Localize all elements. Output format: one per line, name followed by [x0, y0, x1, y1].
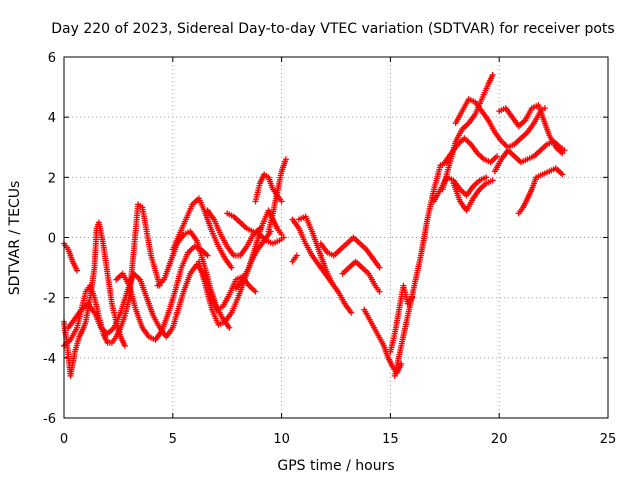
data-point [121, 342, 128, 349]
data-point [280, 234, 287, 241]
y-tick-label: -2 [43, 292, 56, 307]
x-tick-label: 10 [273, 432, 290, 447]
data-point [541, 105, 548, 112]
data-point [483, 174, 490, 181]
data-point [489, 72, 496, 79]
data-point [398, 360, 405, 367]
data-point [561, 147, 568, 154]
data-point [293, 252, 300, 259]
data-point [376, 288, 383, 295]
y-tick-label: 2 [48, 171, 56, 186]
data-point [559, 171, 566, 178]
data-point [489, 177, 496, 184]
data-point [228, 264, 235, 271]
data-points [61, 72, 568, 379]
x-tick-label: 0 [60, 432, 68, 447]
data-point [376, 264, 383, 271]
data-point [278, 198, 285, 205]
grid-lines [64, 57, 608, 418]
y-tick-label: 6 [48, 51, 56, 66]
data-point [74, 267, 81, 274]
x-tick-label: 20 [491, 432, 508, 447]
y-axis-label: SDTVAR / TECUs [7, 181, 23, 296]
y-tick-label: 0 [48, 232, 56, 247]
chart-title: Day 220 of 2023, Sidereal Day-to-day VTE… [51, 21, 614, 37]
data-point [204, 252, 211, 259]
x-tick-label: 25 [600, 432, 617, 447]
data-point [494, 153, 501, 160]
y-tick-label: -4 [43, 352, 56, 367]
data-point [348, 309, 355, 316]
x-axis-label: GPS time / hours [277, 458, 394, 474]
data-point [252, 288, 259, 295]
data-point [282, 156, 289, 163]
y-tick-label: 4 [48, 111, 56, 126]
y-tick-label: -6 [43, 412, 56, 427]
x-tick-label: 5 [169, 432, 177, 447]
data-point [226, 324, 233, 331]
x-tick-label: 15 [382, 432, 399, 447]
plot-frame [63, 56, 609, 419]
